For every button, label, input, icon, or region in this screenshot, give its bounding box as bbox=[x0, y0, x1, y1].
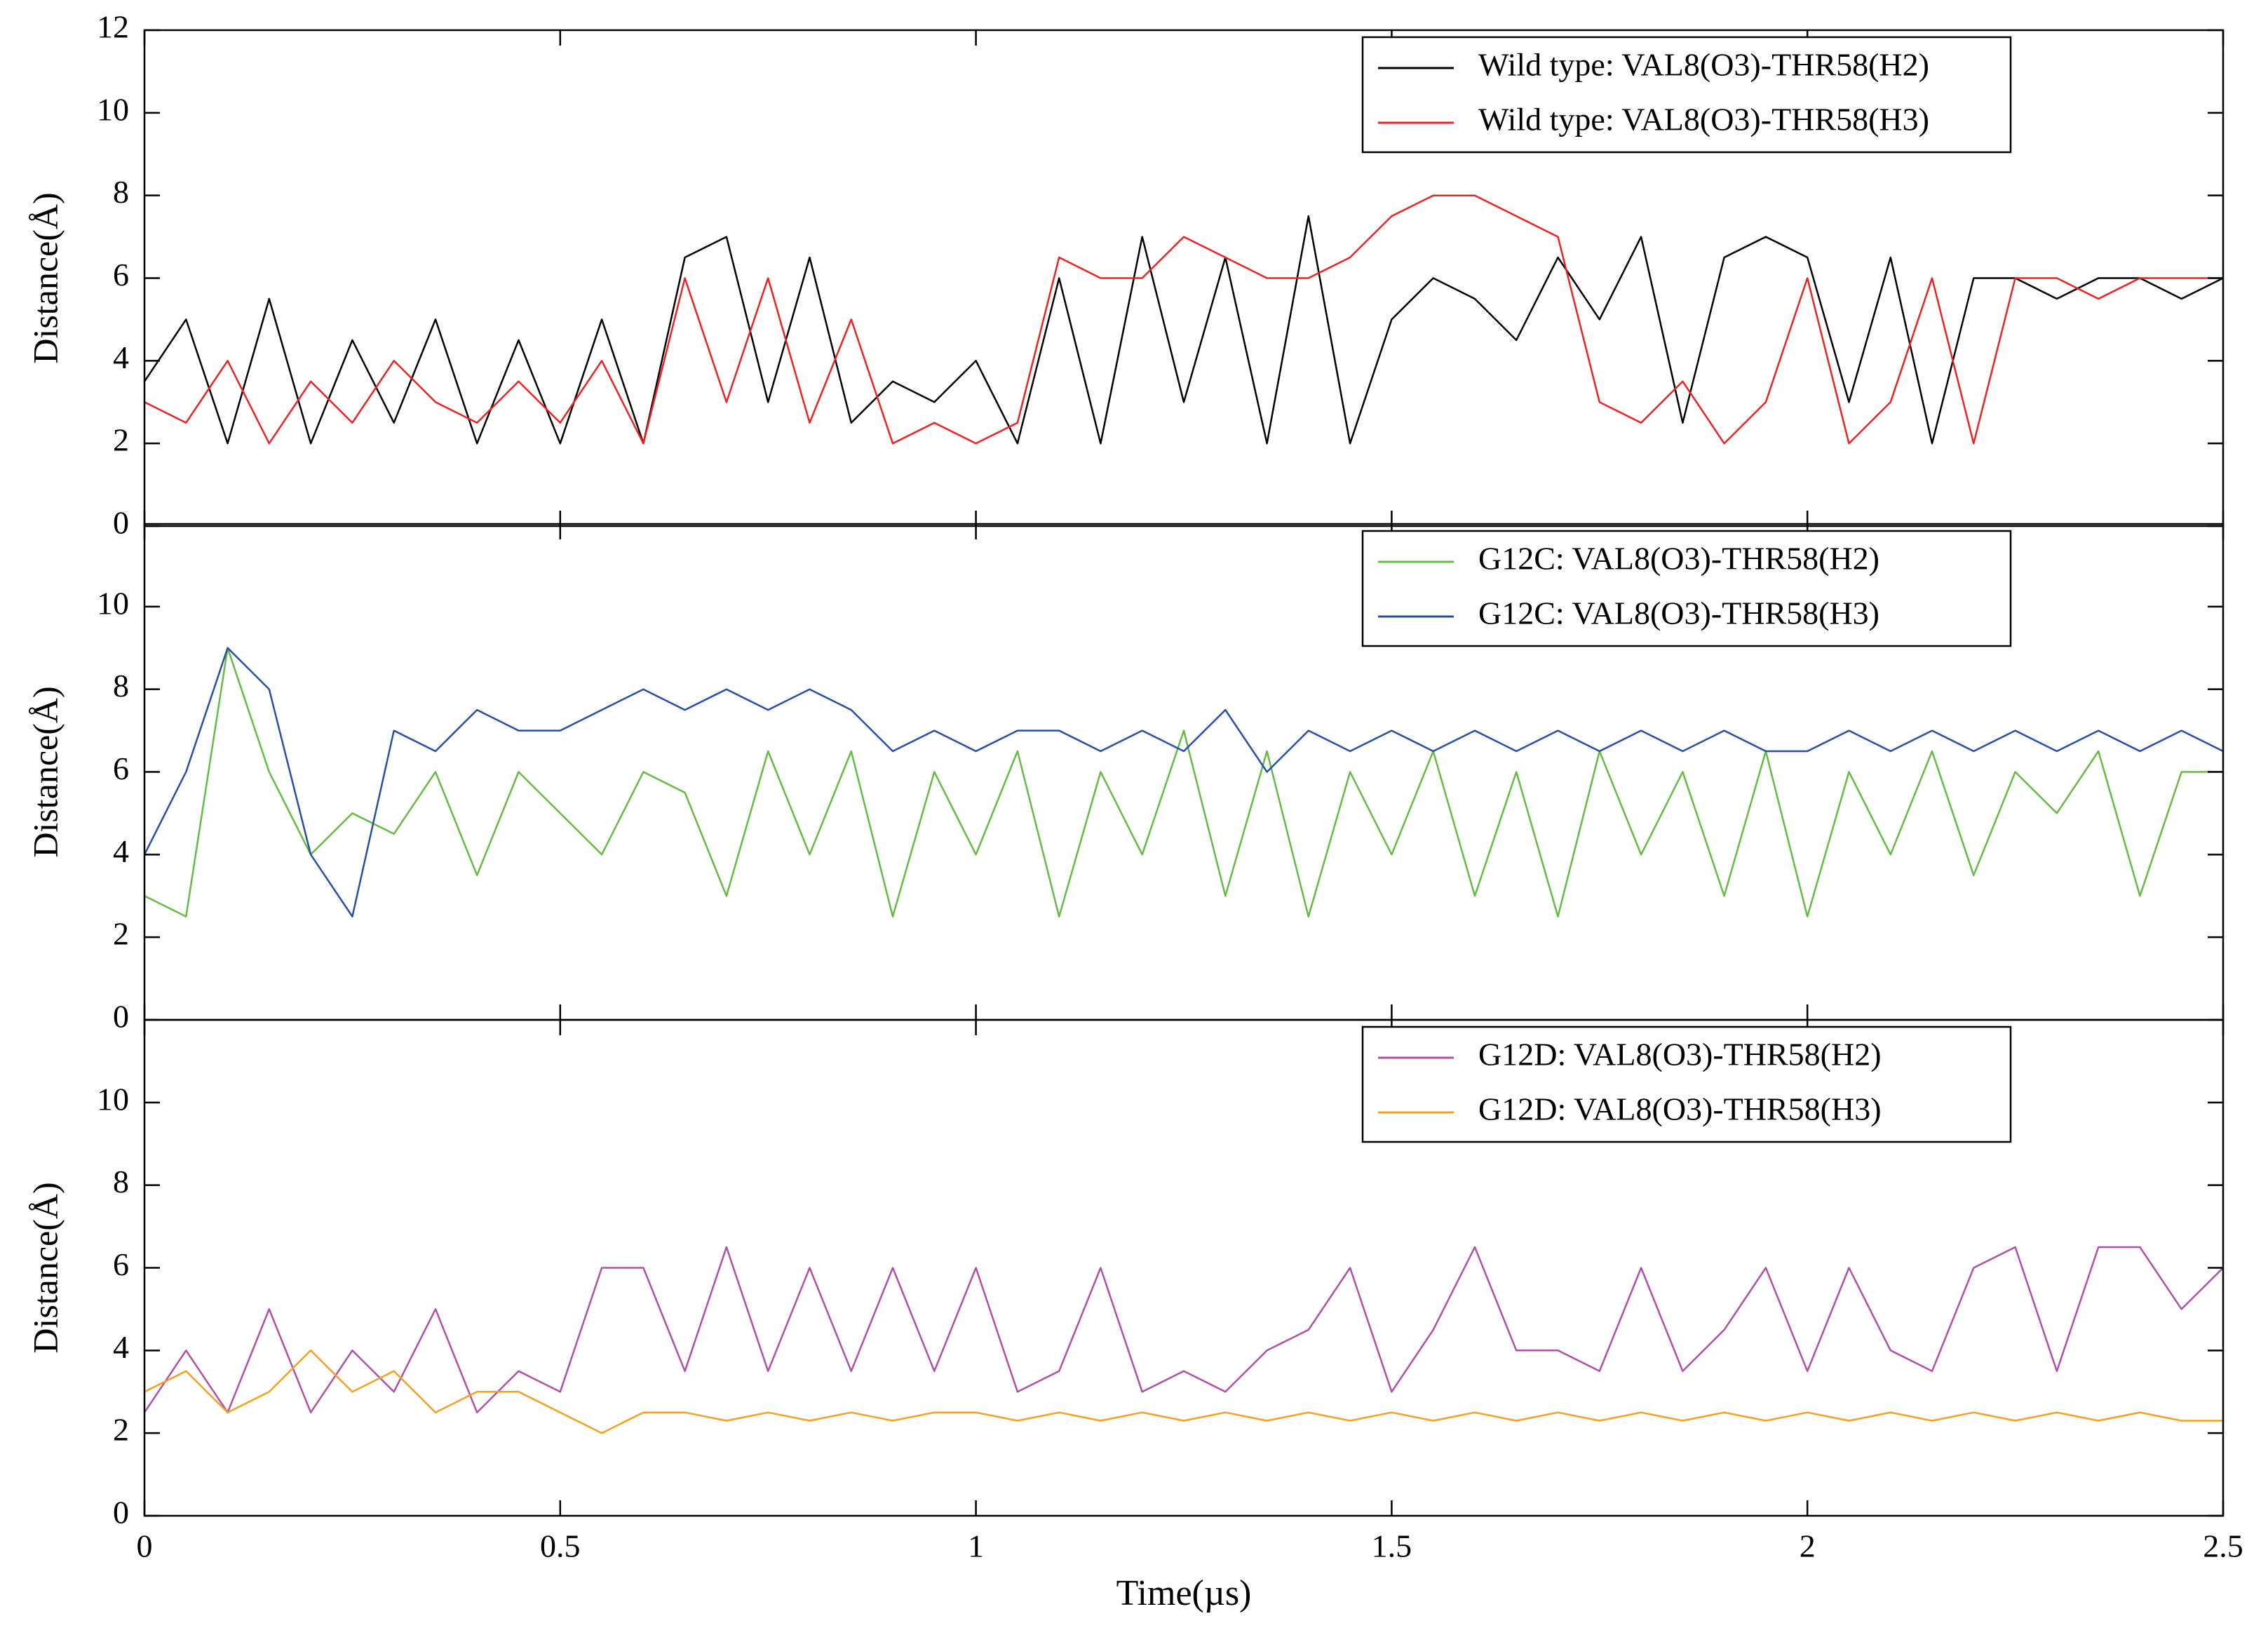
x-axis-label: Time(µs) bbox=[1116, 1573, 1252, 1613]
data-line bbox=[144, 194, 2223, 445]
y-tick-label: 0 bbox=[113, 1495, 129, 1530]
legend-label: G12D: VAL8(O3)-THR58(H3) bbox=[1478, 1091, 1882, 1127]
x-tick-label: 1.5 bbox=[1372, 1528, 1412, 1564]
data-line bbox=[144, 647, 2223, 917]
legend-box bbox=[1361, 36, 2012, 154]
data-line bbox=[143, 215, 2224, 445]
y-tick-label: 6 bbox=[113, 257, 129, 292]
y-tick-label: 0 bbox=[113, 505, 129, 541]
y-tick-label: 10 bbox=[97, 585, 129, 621]
legend-box bbox=[1361, 1025, 2012, 1143]
y-tick-label: 6 bbox=[113, 751, 129, 786]
x-tick-label: 0 bbox=[137, 1528, 153, 1564]
legend-label: Wild type: VAL8(O3)-THR58(H2) bbox=[1478, 47, 1929, 83]
y-tick-label: 6 bbox=[113, 1246, 129, 1282]
data-line bbox=[143, 647, 2224, 917]
y-tick-label: 2 bbox=[113, 422, 129, 458]
y-tick-label: 4 bbox=[113, 1329, 129, 1365]
y-tick-label: 10 bbox=[97, 1081, 129, 1117]
y-tick-label: 8 bbox=[113, 668, 129, 704]
y-tick-label: 8 bbox=[113, 1164, 129, 1199]
y-tick-label: 2 bbox=[113, 1412, 129, 1448]
x-tick-label: 2.5 bbox=[2203, 1528, 2243, 1564]
y-tick-label: 4 bbox=[113, 339, 129, 375]
y-tick-label: 2 bbox=[113, 916, 129, 952]
y-tick-label: 0 bbox=[113, 999, 129, 1035]
legend-label: G12D: VAL8(O3)-THR58(H2) bbox=[1478, 1037, 1882, 1072]
legend-label: G12C: VAL8(O3)-THR58(H3) bbox=[1478, 596, 1879, 631]
y-axis-label: Distance(Å) bbox=[25, 686, 65, 857]
y-tick-label: 10 bbox=[97, 91, 129, 127]
x-tick-label: 1 bbox=[968, 1528, 984, 1564]
legend-label: G12C: VAL8(O3)-THR58(H2) bbox=[1478, 541, 1879, 577]
y-axis-label: Distance(Å) bbox=[25, 1182, 65, 1353]
y-tick-label: 8 bbox=[113, 174, 129, 210]
legend-box bbox=[1361, 530, 2012, 647]
x-tick-label: 0.5 bbox=[540, 1528, 581, 1564]
y-axis-label: Distance(Å) bbox=[25, 192, 65, 363]
legend-label: Wild type: VAL8(O3)-THR58(H3) bbox=[1478, 102, 1929, 137]
y-tick-label: 12 bbox=[97, 9, 129, 45]
y-tick-label: 4 bbox=[113, 833, 129, 869]
x-tick-label: 2 bbox=[1800, 1528, 1816, 1564]
data-line bbox=[144, 1350, 2223, 1434]
data-line bbox=[143, 1246, 2224, 1413]
